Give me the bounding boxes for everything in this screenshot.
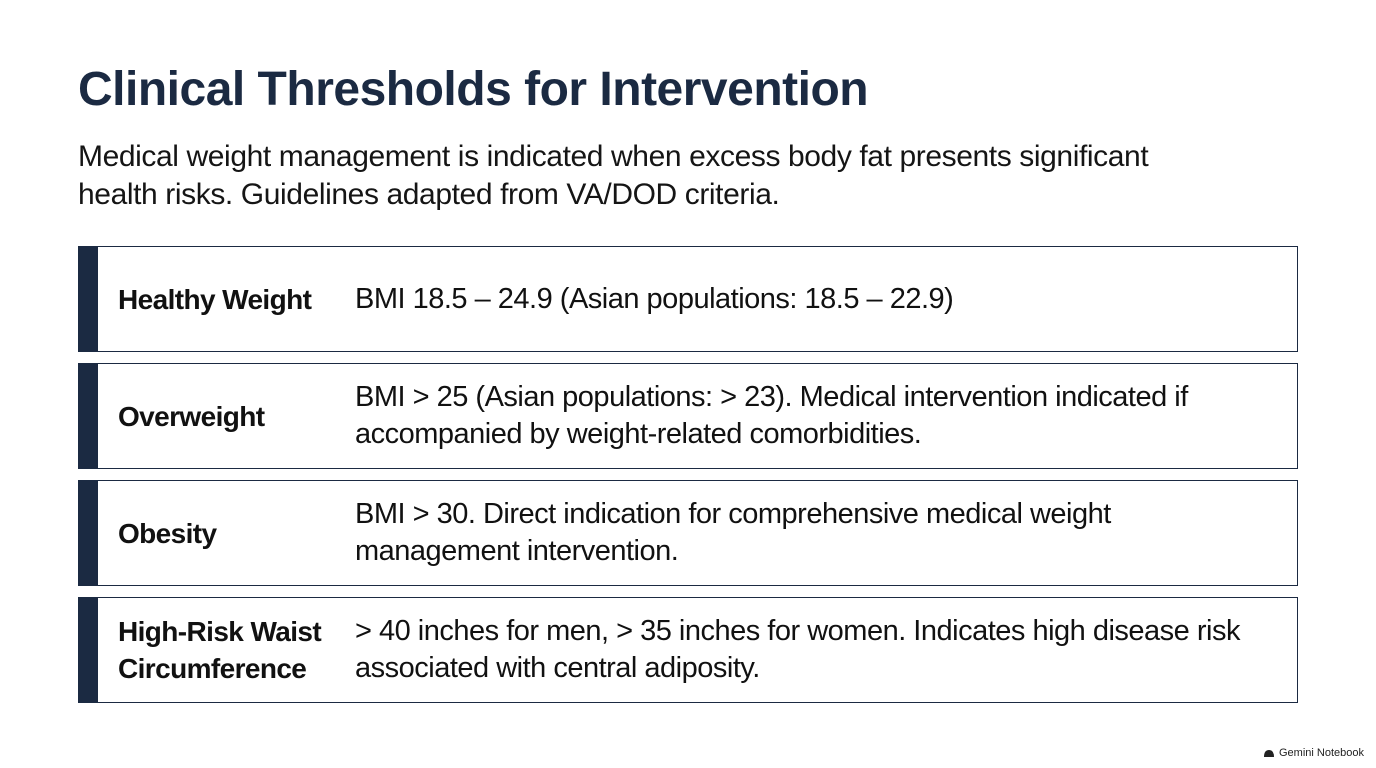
- row-label: Obesity: [118, 517, 217, 549]
- row-text: BMI > 25 (Asian populations: > 23). Medi…: [355, 381, 1188, 450]
- row-text: BMI 18.5 – 24.9 (Asian populations: 18.5…: [355, 282, 954, 315]
- row-label: High-Risk Waist Circumference: [118, 616, 322, 684]
- row-label: Overweight: [118, 400, 265, 432]
- subtitle: Medical weight management is indicated w…: [78, 140, 1149, 211]
- footer: Gemini Notebook: [1263, 747, 1364, 759]
- threshold-row: Overweight BMI > 25 (Asian populations: >…: [78, 363, 1298, 469]
- row-label: Healthy Weight: [118, 283, 312, 315]
- threshold-row: Healthy Weight BMI 18.5 – 24.9 (Asian pop…: [78, 246, 1298, 352]
- title: Clinical Thresholds for Intervention: [78, 63, 869, 116]
- brand-icon: [1264, 749, 1274, 757]
- threshold-list: Healthy Weight BMI 18.5 – 24.9 (Asian pop…: [78, 246, 1298, 714]
- threshold-row: Obesity BMI > 30. Direct indication for c…: [78, 480, 1298, 586]
- brand-name: Gemini Notebook: [1279, 747, 1364, 759]
- threshold-row: High-Risk Waist Circumference > 40 inches…: [78, 597, 1298, 703]
- row-text: BMI > 30. Direct indication for comprehe…: [355, 498, 1111, 567]
- row-text: > 40 inches for men, > 35 inches for wom…: [355, 615, 1240, 684]
